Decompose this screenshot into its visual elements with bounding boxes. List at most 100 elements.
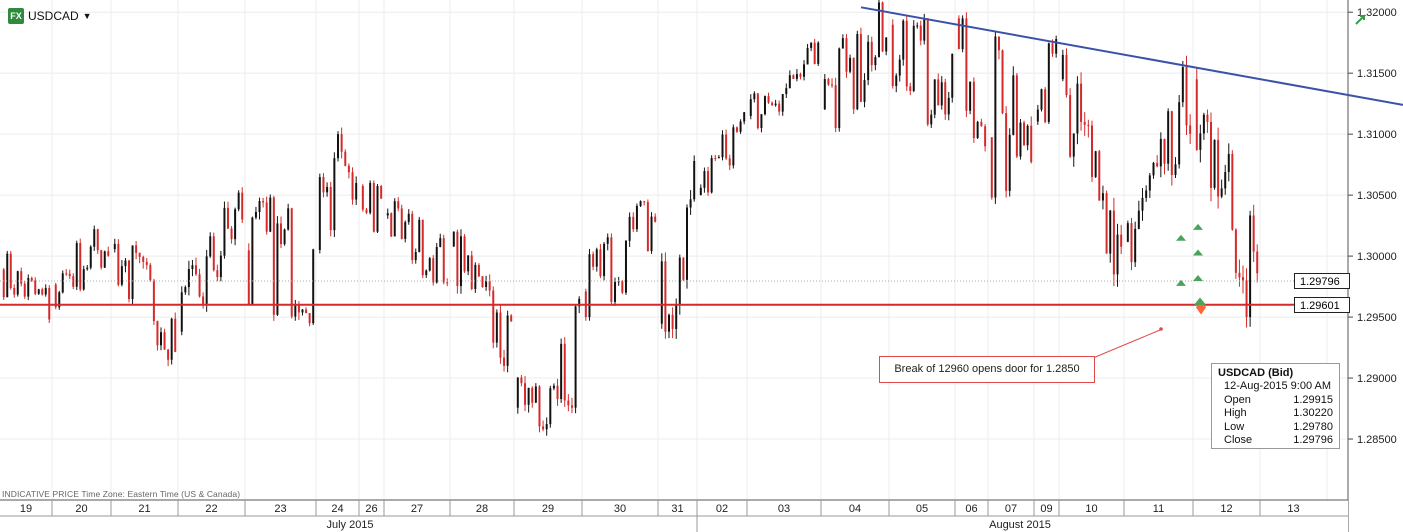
candle-120 bbox=[452, 231, 455, 248]
candle-283 bbox=[1072, 133, 1075, 167]
candle-254 bbox=[957, 15, 960, 50]
candle-236 bbox=[891, 19, 894, 89]
candle-98 bbox=[369, 180, 372, 215]
candle-299 bbox=[1134, 221, 1137, 268]
candle-198 bbox=[749, 94, 752, 120]
candle-5 bbox=[20, 267, 23, 287]
candle-213 bbox=[803, 60, 806, 81]
candle-247 bbox=[930, 109, 933, 128]
candle-199 bbox=[753, 91, 756, 103]
candle-23 bbox=[86, 264, 89, 271]
candle-302 bbox=[1145, 185, 1148, 202]
candle-231 bbox=[870, 36, 873, 72]
candle-301 bbox=[1141, 188, 1144, 221]
y-tick-label-5: 1.29500 bbox=[1357, 312, 1397, 324]
candle-219 bbox=[827, 77, 830, 86]
candle-230 bbox=[867, 35, 870, 86]
candle-216 bbox=[813, 38, 816, 65]
annotation-callout: Break of 12960 opens door for 1.2850 bbox=[879, 356, 1095, 383]
candle-76 bbox=[283, 228, 286, 246]
ohlc-datetime: 12-Aug-2015 9:00 AM bbox=[1224, 380, 1332, 392]
candle-116 bbox=[435, 243, 438, 284]
candle-307 bbox=[1163, 138, 1166, 175]
candle-51 bbox=[191, 259, 194, 277]
candle-92 bbox=[344, 149, 347, 167]
candle-329 bbox=[1245, 268, 1248, 328]
candle-77 bbox=[287, 203, 290, 231]
candle-239 bbox=[902, 19, 905, 66]
candle-58 bbox=[216, 264, 219, 282]
candle-306 bbox=[1159, 132, 1162, 178]
candle-305 bbox=[1156, 155, 1159, 168]
candle-174 bbox=[654, 213, 657, 223]
candle-45 bbox=[167, 348, 170, 367]
candle-46 bbox=[170, 317, 173, 365]
ohlc-title: USDCAD (Bid) bbox=[1218, 367, 1294, 379]
candle-170 bbox=[639, 200, 642, 207]
y-tick-label-4: 1.30000 bbox=[1357, 251, 1397, 263]
candle-238 bbox=[898, 54, 901, 82]
candle-250 bbox=[940, 76, 943, 110]
candle-249 bbox=[937, 73, 940, 106]
candle-159 bbox=[599, 244, 602, 279]
candle-43 bbox=[160, 327, 162, 351]
candle-6 bbox=[23, 281, 26, 299]
candle-276 bbox=[1044, 87, 1047, 124]
candle-106 bbox=[400, 204, 403, 240]
candle-175 bbox=[660, 253, 663, 329]
candle-113 bbox=[425, 269, 428, 278]
candle-288 bbox=[1091, 120, 1093, 182]
candle-331 bbox=[1252, 204, 1255, 262]
candle-228 bbox=[859, 27, 862, 103]
month-label-july: July 2015 bbox=[326, 519, 373, 531]
candle-298 bbox=[1130, 217, 1133, 271]
candle-54 bbox=[202, 292, 205, 309]
candle-248 bbox=[933, 79, 936, 119]
candle-3 bbox=[13, 284, 16, 298]
candle-260 bbox=[980, 118, 983, 127]
candle-156 bbox=[588, 248, 591, 321]
candle-62 bbox=[230, 226, 233, 244]
candle-118 bbox=[442, 234, 445, 285]
candle-203 bbox=[767, 92, 770, 104]
candle-195 bbox=[735, 126, 738, 133]
candle-293 bbox=[1109, 210, 1112, 263]
day-label-31: 31 bbox=[671, 503, 683, 515]
candle-181 bbox=[682, 257, 685, 281]
candle-318 bbox=[1206, 109, 1209, 133]
candle-173 bbox=[650, 212, 653, 254]
candle-325 bbox=[1231, 150, 1234, 231]
candle-53 bbox=[198, 268, 201, 298]
candle-220 bbox=[831, 78, 834, 88]
candle-274 bbox=[1036, 104, 1039, 125]
candle-105 bbox=[397, 197, 400, 212]
day-label-26: 26 bbox=[365, 503, 377, 515]
candle-317 bbox=[1202, 112, 1205, 140]
caret-down-icon[interactable]: ▼ bbox=[82, 11, 92, 21]
candle-234 bbox=[881, 1, 884, 53]
candle-0 bbox=[2, 267, 5, 300]
candle-1 bbox=[6, 250, 9, 298]
candle-24 bbox=[89, 245, 92, 270]
candle-178 bbox=[671, 307, 674, 339]
candle-332 bbox=[1256, 244, 1259, 283]
day-label-07: 07 bbox=[1005, 503, 1017, 515]
month-label-august: August 2015 bbox=[989, 519, 1051, 531]
candle-93 bbox=[347, 163, 350, 179]
candle-304 bbox=[1152, 161, 1155, 179]
day-label-13: 13 bbox=[1287, 503, 1299, 515]
candle-48 bbox=[180, 286, 183, 336]
y-tick-label-1: 1.31500 bbox=[1357, 68, 1397, 80]
day-label-02: 02 bbox=[716, 503, 728, 515]
day-label-24: 24 bbox=[331, 503, 343, 515]
candle-319 bbox=[1210, 112, 1212, 202]
candle-141 bbox=[531, 386, 534, 408]
candle-50 bbox=[187, 260, 190, 296]
symbol-label[interactable]: USDCAD bbox=[28, 9, 79, 23]
candle-201 bbox=[760, 114, 763, 133]
candle-78 bbox=[290, 207, 293, 319]
candle-168 bbox=[632, 212, 635, 232]
candle-259 bbox=[976, 120, 979, 139]
candle-221 bbox=[834, 77, 837, 133]
day-label-29: 29 bbox=[542, 503, 554, 515]
